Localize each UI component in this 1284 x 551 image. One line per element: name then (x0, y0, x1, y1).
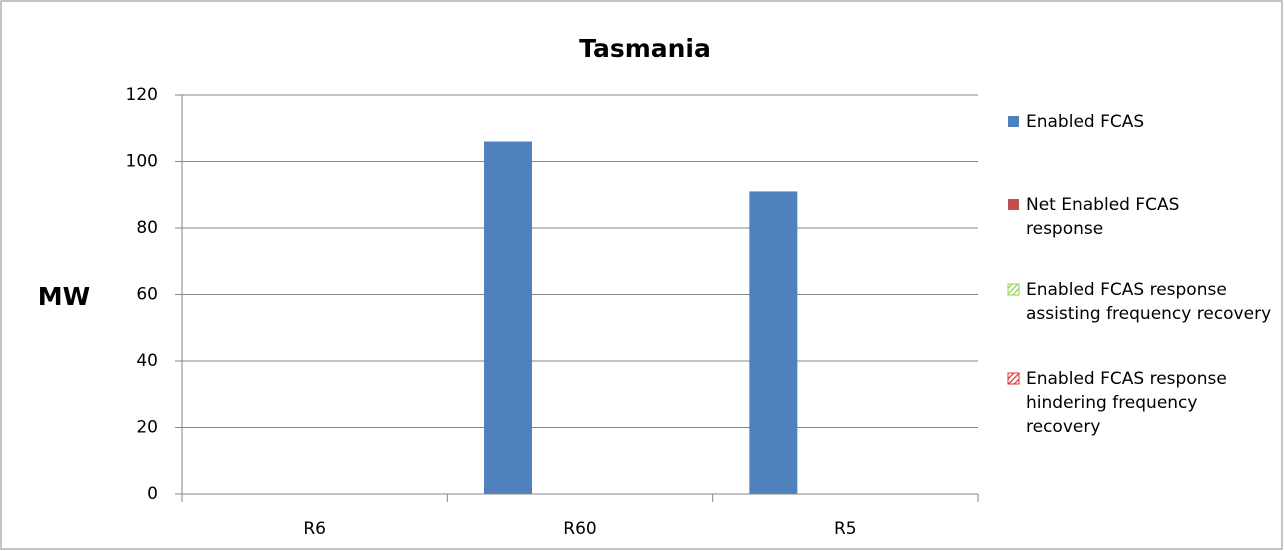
x-tick-label: R5 (834, 519, 857, 539)
y-tick-label: 40 (136, 351, 158, 371)
bar (484, 141, 532, 495)
legend-swatch (1008, 199, 1019, 210)
y-tick-label: 0 (147, 484, 158, 504)
y-tick-label: 100 (126, 152, 158, 172)
y-tick-label: 60 (136, 285, 158, 305)
legend-label: Enabled FCAS response assisting frequenc… (1026, 280, 1272, 324)
legend-swatch (1008, 116, 1019, 127)
legend-label: Enabled FCAS (1026, 112, 1145, 132)
y-axis-label: MW (38, 282, 90, 311)
legend-label: Enabled FCAS response hindering frequenc… (1026, 369, 1227, 437)
legend-swatch (1007, 372, 1020, 385)
legend-label: Net Enabled FCAS response (1026, 195, 1180, 239)
x-tick-label: R60 (563, 519, 596, 539)
y-tick-label: 120 (126, 85, 158, 105)
bar (749, 191, 798, 495)
legend-swatch (1007, 283, 1020, 296)
y-tick-label: 20 (136, 418, 158, 438)
y-tick-label: 80 (136, 218, 158, 238)
chart-title: Tasmania (579, 34, 711, 63)
x-tick-label: R6 (303, 519, 326, 539)
